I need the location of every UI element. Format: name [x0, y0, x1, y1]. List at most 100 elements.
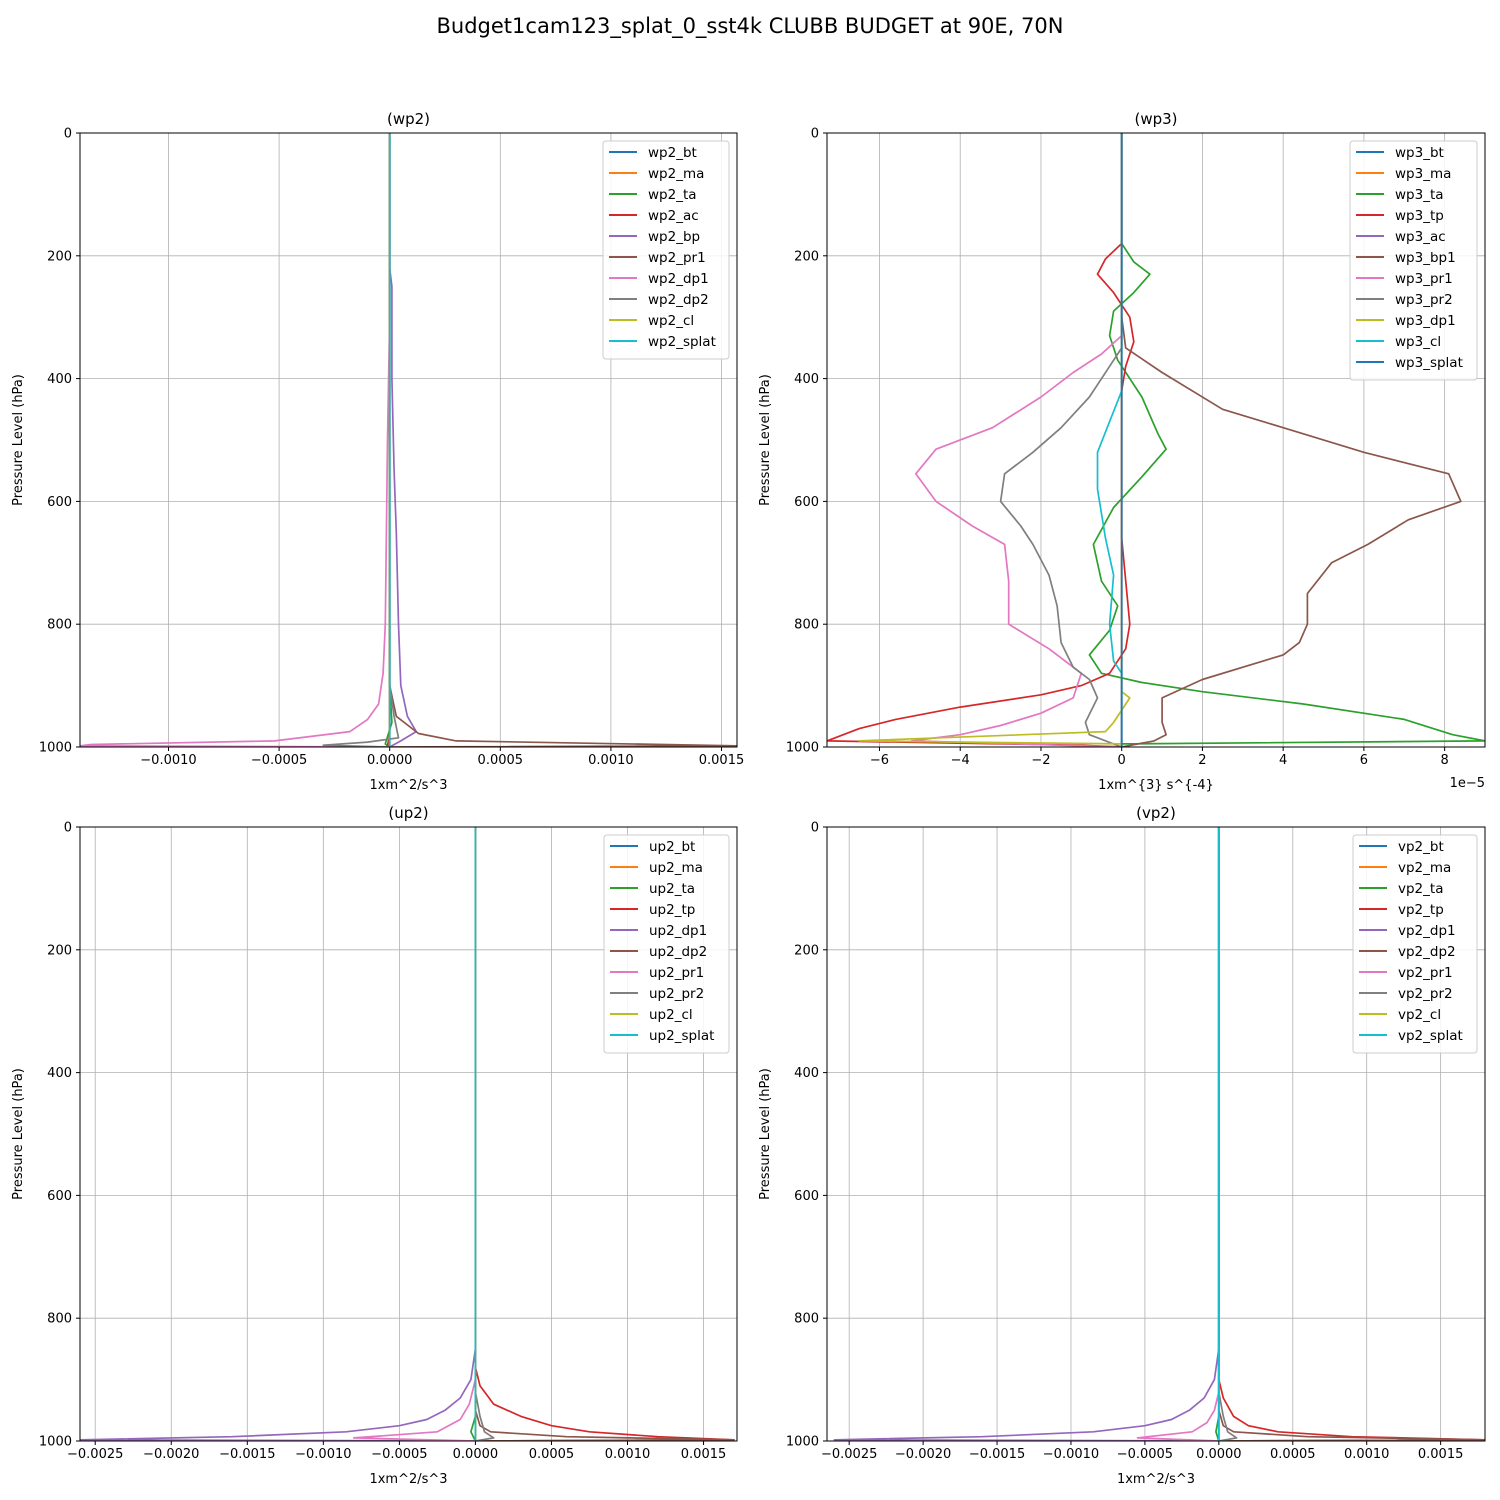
x-tick-label: 0.0000	[453, 1447, 499, 1462]
y-tick-label: 600	[47, 495, 72, 510]
legend: vp2_bt vp2_ma vp2_ta vp2_tp vp2_dp1 vp2_dp2vp…	[1352, 834, 1478, 1054]
y-tick-label: 1000	[39, 741, 72, 756]
series-group	[833, 827, 1485, 1441]
legend-label: wp3_ma	[1395, 166, 1451, 182]
x-tick-label: 0.0015	[699, 753, 745, 768]
legend-label: vp2_ma	[1398, 860, 1451, 876]
legend-label: vp2_tp	[1398, 902, 1444, 918]
legend-label: vp2_pr2	[1398, 986, 1453, 1002]
y-tick-label: 400	[47, 1066, 72, 1081]
axes-frame	[826, 132, 1486, 748]
series-line-wp2_bp	[388, 133, 418, 747]
x-axis-label: 1xm^2/s^3	[369, 1472, 447, 1487]
series-line-wp3_dp1	[858, 133, 1131, 747]
legend-label: vp2_dp2	[1398, 944, 1456, 960]
series-line-up2_pr2	[474, 827, 495, 1441]
legend-label: vp2_dp1	[1398, 923, 1456, 939]
legend-label: wp3_pr2	[1395, 292, 1453, 308]
legend-label: up2_dp2	[649, 944, 707, 960]
axes-frame	[79, 132, 738, 748]
x-tick-label: −0.0005	[1117, 1447, 1173, 1462]
y-axis-label: Pressure Level (hPa)	[11, 374, 26, 506]
y-tick-label: 200	[47, 943, 72, 958]
y-tick-label: 1000	[786, 741, 819, 756]
y-tick-label: 400	[47, 372, 72, 387]
x-tick-label: −0.0025	[67, 1447, 123, 1462]
legend-label: wp3_tp	[1395, 208, 1444, 224]
x-tick-label: 0.0000	[1196, 1447, 1242, 1462]
x-tick-label: 0	[1118, 753, 1126, 768]
x-tick-label: 8	[1440, 753, 1448, 768]
legend-label: wp2_bt	[648, 145, 697, 161]
axes-frame	[826, 826, 1486, 1442]
legend-label: wp2_pr1	[648, 250, 706, 266]
legend-label: wp3_pr1	[1395, 271, 1453, 287]
x-tick-label: 0.0005	[478, 753, 524, 768]
legend-label: wp3_cl	[1395, 334, 1441, 350]
x-tick-label: 0.0005	[1270, 1447, 1316, 1462]
legend-label: wp3_bt	[1395, 145, 1444, 161]
x-tick-label: 0.0015	[681, 1447, 727, 1462]
panel-0: −0.0010 −0.0005 0.0000 0.0005 0.0010 0.0015 0 2…	[11, 110, 744, 793]
x-tick-label: −0.0005	[251, 753, 307, 768]
series-group	[80, 133, 737, 747]
series-line-vp2_pr2	[1217, 827, 1238, 1441]
x-tick-label: 0.0010	[605, 1447, 651, 1462]
x-tick-label: −0.0010	[140, 753, 196, 768]
y-tick-label: 400	[794, 1066, 819, 1081]
y-tick-label: 800	[794, 618, 819, 633]
legend-label: wp2_bp	[648, 229, 700, 245]
axes-frame	[79, 826, 738, 1442]
series-group	[80, 827, 735, 1441]
legend-label: vp2_splat	[1398, 1028, 1463, 1044]
x-tick-label: −0.0020	[143, 1447, 199, 1462]
legend-label: wp2_splat	[648, 334, 716, 350]
y-axis-label: Pressure Level (hPa)	[758, 374, 773, 506]
x-tick-label: −4	[951, 753, 970, 768]
legend-label: wp2_dp1	[648, 271, 709, 287]
y-tick-label: 800	[794, 1312, 819, 1327]
legend-label: up2_tp	[649, 902, 695, 918]
x-tick-label: 4	[1279, 753, 1287, 768]
legend-label: vp2_ta	[1398, 881, 1443, 897]
legend-label: vp2_bt	[1398, 839, 1444, 855]
x-tick-label: −0.0025	[821, 1447, 877, 1462]
y-tick-label: 0	[64, 127, 72, 142]
x-tick-label: 0.0010	[588, 753, 634, 768]
y-tick-label: 600	[794, 495, 819, 510]
y-tick-label: 0	[64, 821, 72, 836]
y-tick-label: 800	[47, 618, 72, 633]
series-line-up2_pr1	[352, 827, 477, 1441]
legend-label: up2_dp1	[649, 923, 707, 939]
legend-label: up2_splat	[649, 1028, 714, 1044]
panel-title: (wp2)	[387, 110, 430, 128]
legend-label: wp2_ta	[648, 187, 697, 203]
x-tick-label: −6	[870, 753, 889, 768]
panel-1: −6 −4 −2 0 2 4 6 8 0 200 400 600 800 1000 (wp3) 1xm^{3}…	[758, 110, 1486, 793]
y-axis-label: Pressure Level (hPa)	[11, 1068, 26, 1200]
legend-label: vp2_pr1	[1398, 965, 1453, 981]
x-tick-label: −0.0010	[1043, 1447, 1099, 1462]
x-scale-text: 1e−5	[1450, 776, 1485, 791]
legend-box	[603, 834, 730, 1054]
panel-title: (up2)	[388, 804, 428, 822]
x-tick-label: −2	[1031, 753, 1050, 768]
legend-label: wp3_ac	[1395, 229, 1446, 245]
legend-label: wp3_splat	[1395, 355, 1463, 371]
y-tick-label: 1000	[39, 1435, 72, 1450]
x-tick-label: 0.0005	[529, 1447, 575, 1462]
series-line-wp3_bp1	[1120, 133, 1462, 747]
legend-label: wp2_ma	[648, 166, 704, 182]
panel-title: (wp3)	[1134, 110, 1177, 128]
x-tick-label: 0.0010	[1344, 1447, 1390, 1462]
series-line-wp3_pr1	[910, 133, 1123, 747]
x-tick-label: −0.0020	[895, 1447, 951, 1462]
legend-label: up2_cl	[649, 1007, 693, 1023]
x-axis-label: 1xm^2/s^3	[1117, 1472, 1195, 1487]
x-axis-label: 1xm^{3} s^{-4}	[1098, 778, 1214, 793]
series-line-up2_dp1	[80, 827, 477, 1441]
x-tick-label: −0.0015	[969, 1447, 1025, 1462]
legend: up2_bt up2_ma up2_ta up2_tp up2_dp1 up2_dp2up…	[603, 834, 730, 1054]
series-line-wp3_cl	[1096, 133, 1123, 747]
